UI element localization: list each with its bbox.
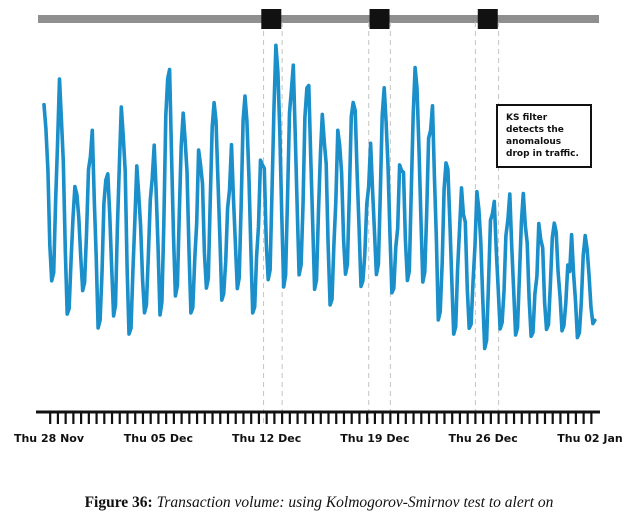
alert-markers xyxy=(261,9,498,29)
x-tick-label: Thu 02 Jan xyxy=(557,432,622,445)
x-tick-label: Thu 05 Dec xyxy=(124,432,193,445)
ks-filter-annotation: KS filter detects the anomalous drop in … xyxy=(496,104,592,168)
x-tick-label: Thu 28 Nov xyxy=(14,432,85,445)
transaction-volume-line xyxy=(42,43,597,351)
x-tick-label: Thu 19 Dec xyxy=(340,432,409,445)
x-tick-label: Thu 12 Dec xyxy=(232,432,301,445)
x-tick-label: Thu 26 Dec xyxy=(449,432,518,445)
figure-description: Transaction volume: using Kolmogorov-Smi… xyxy=(156,494,554,511)
transaction-volume-chart: Thu 28 Nov Thu 05 Dec Thu 12 Dec Thu 19 … xyxy=(14,9,623,445)
figure-label: Figure 36: xyxy=(84,494,153,511)
alert-marker xyxy=(261,9,282,29)
figure-caption: Figure 36: Transaction volume: using Kol… xyxy=(0,494,638,512)
x-axis-tick-labels: Thu 28 Nov Thu 05 Dec Thu 12 Dec Thu 19 … xyxy=(14,432,623,445)
alert-marker xyxy=(477,9,498,29)
x-axis-ticks xyxy=(49,412,593,424)
alert-marker xyxy=(369,9,390,29)
